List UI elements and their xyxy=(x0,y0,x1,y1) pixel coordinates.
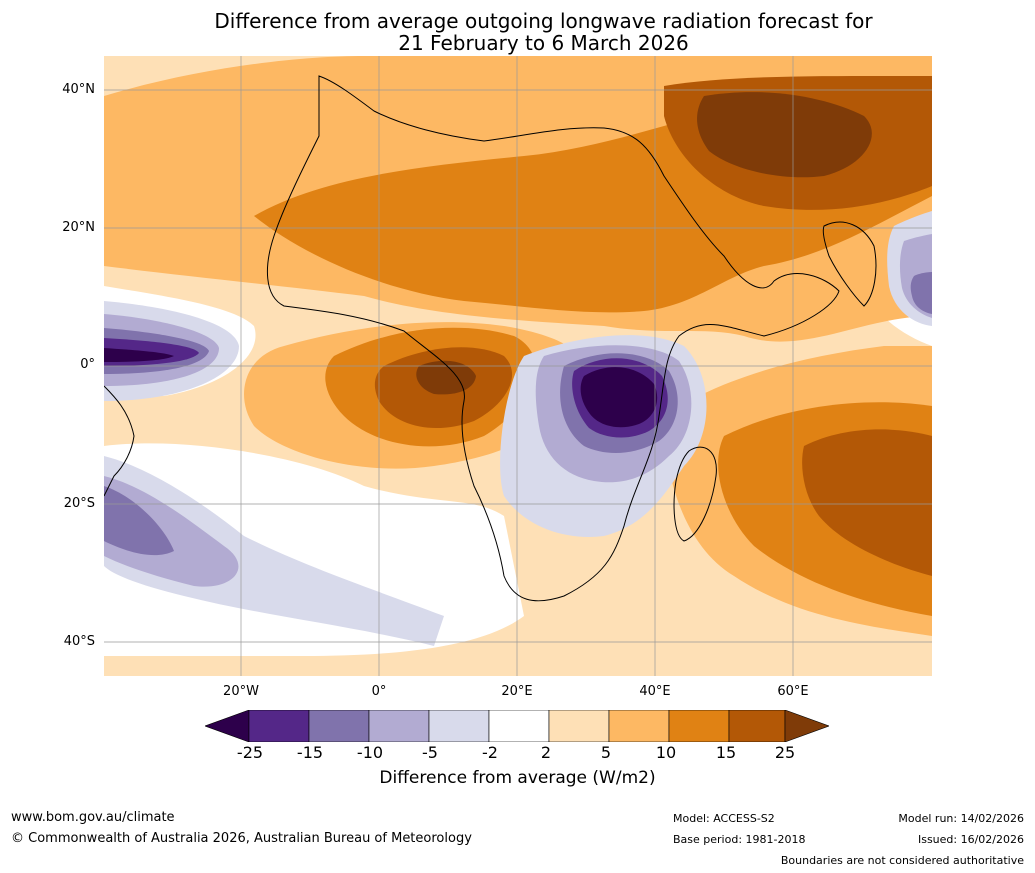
colorbar-segment-minus15-minus10 xyxy=(308,710,370,742)
colorbar-tick: -2 xyxy=(482,743,498,762)
colorbar-extend-high xyxy=(784,710,829,742)
colorbar-tick: 10 xyxy=(655,743,677,762)
colorbar-tick: 25 xyxy=(774,743,796,762)
anomaly-minus-2-to-minus-5-south-atlantic xyxy=(104,456,444,646)
model-run-date: Model run: 14/02/2026 xyxy=(898,812,1024,825)
colorbar-tick: 5 xyxy=(600,743,612,762)
anomaly-minus-10-to-minus-15-south-atlantic xyxy=(104,486,174,556)
lat-label-20s: 20°S xyxy=(63,496,95,511)
lon-label-40e: 40°E xyxy=(639,684,671,699)
graticule xyxy=(104,56,932,676)
colorbar-tick: 2 xyxy=(540,743,552,762)
anomaly-below-minus-25-africa xyxy=(580,367,658,428)
lat-label-equator: 0° xyxy=(80,357,95,372)
colorbar-segment-10-15 xyxy=(668,710,730,742)
anomaly-15-25-southeast xyxy=(802,429,932,576)
boundaries-disclaimer: Boundaries are not considered authoritat… xyxy=(780,854,1024,867)
colorbar-segment-5-10 xyxy=(608,710,670,742)
issued-date: Issued: 16/02/2026 xyxy=(917,833,1024,846)
website-link[interactable]: www.bom.gov.au/climate xyxy=(11,810,175,825)
anomaly-over-25-north xyxy=(697,92,872,178)
anomaly-near-zero-south xyxy=(104,443,524,656)
lon-label-20e: 20°E xyxy=(501,684,533,699)
coastlines xyxy=(104,75,877,602)
colorbar xyxy=(205,710,829,742)
colorbar-segment-minus10-minus5 xyxy=(368,710,430,742)
lat-label-20n: 20°N xyxy=(62,220,95,235)
anomaly-below-minus-25-atlantic xyxy=(104,348,174,362)
lon-label-0: 0° xyxy=(371,684,387,699)
colorbar-tick: 15 xyxy=(715,743,737,762)
lon-label-20w: 20°W xyxy=(223,684,259,699)
lon-label-60e: 60°E xyxy=(777,684,809,699)
title-line-1: Difference from average outgoing longwav… xyxy=(214,9,873,33)
copyright-text: © Commonwealth of Australia 2026, Austra… xyxy=(11,831,472,846)
colorbar-segment-2-5 xyxy=(548,710,610,742)
colorbar-segment-minus25-minus15 xyxy=(248,710,310,742)
colorbar-tick: -5 xyxy=(422,743,438,762)
colorbar-tick: -25 xyxy=(236,743,264,762)
lat-label-40s: 40°S xyxy=(63,634,95,649)
olr-anomaly-map xyxy=(104,56,932,676)
map-title: Difference from average outgoing longwav… xyxy=(0,10,1035,54)
colorbar-tick: -15 xyxy=(296,743,324,762)
colorbar-tick: -10 xyxy=(356,743,384,762)
colorbar-segment-minus5-minus2 xyxy=(428,710,490,742)
anomaly-minus-10-to-minus-15-india xyxy=(910,272,932,314)
colorbar-segment-15-25 xyxy=(728,710,786,742)
colorbar-label: Difference from average (W/m2) xyxy=(379,768,656,788)
base-period: Base period: 1981-2018 xyxy=(673,833,806,846)
colorbar-segment-minus2-2 xyxy=(488,710,550,742)
lat-label-40n: 40°N xyxy=(62,82,95,97)
model-name: Model: ACCESS-S2 xyxy=(673,812,775,825)
colorbar-extend-low xyxy=(205,710,250,742)
anomaly-over-25-central xyxy=(416,360,476,395)
title-line-2: 21 February to 6 March 2026 xyxy=(398,31,689,55)
